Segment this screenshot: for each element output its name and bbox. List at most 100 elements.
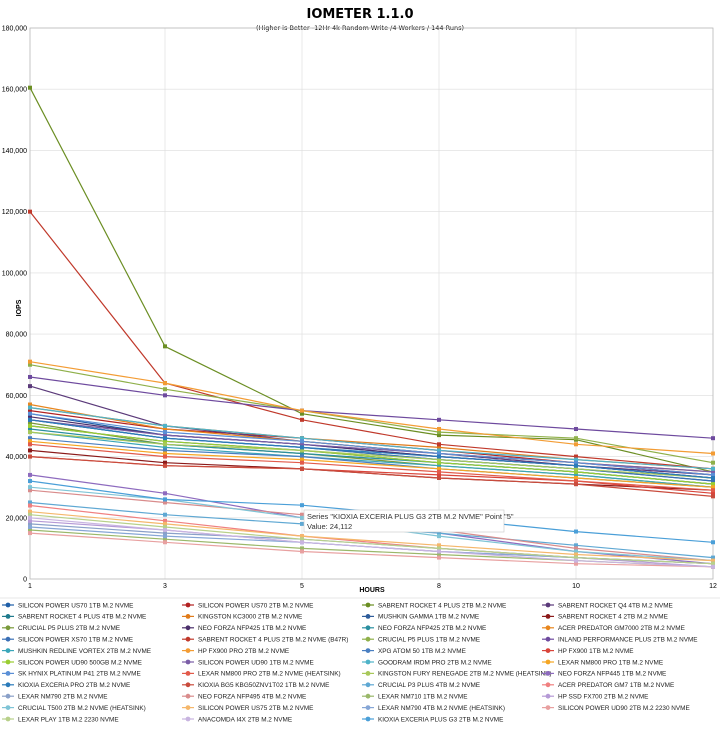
data-point bbox=[437, 472, 441, 477]
data-point bbox=[28, 531, 32, 536]
y-tick-label: 160,000 bbox=[2, 87, 27, 94]
legend-entry-label: SABRENT ROCKET 4 PLUS 2TB M.2 NVME (B47R… bbox=[198, 637, 348, 644]
data-point bbox=[711, 485, 715, 490]
legend-entry-label: LEXAR NM800 PRO 2TB M.2 NVME (HEATSINK) bbox=[198, 671, 341, 678]
data-point bbox=[28, 384, 32, 389]
data-point bbox=[437, 427, 441, 432]
legend-swatch-marker bbox=[365, 705, 371, 710]
data-point bbox=[28, 521, 32, 526]
data-point bbox=[711, 494, 715, 499]
legend-swatch-marker bbox=[5, 682, 11, 688]
data-point bbox=[711, 469, 715, 474]
data-point bbox=[28, 408, 32, 413]
data-point bbox=[28, 515, 32, 520]
data-point bbox=[437, 534, 441, 539]
y-tick-label: 120,000 bbox=[2, 209, 27, 216]
legend-swatch-marker bbox=[185, 648, 191, 653]
data-point bbox=[437, 417, 441, 422]
data-point bbox=[300, 445, 304, 450]
data-point bbox=[28, 512, 32, 517]
data-point bbox=[28, 374, 32, 379]
legend-swatch-marker bbox=[365, 625, 371, 631]
legend-swatch-marker bbox=[545, 602, 551, 608]
data-point bbox=[437, 445, 441, 450]
data-point bbox=[437, 475, 441, 480]
data-point bbox=[28, 448, 32, 453]
series-line bbox=[29, 440, 714, 488]
data-point bbox=[163, 433, 167, 438]
data-point bbox=[300, 454, 304, 459]
legend-entry-label: LEXAR PLAY 1TB M.2 2230 NVME bbox=[18, 716, 119, 723]
data-point bbox=[574, 463, 578, 468]
data-point bbox=[437, 531, 441, 536]
legend-entry-label: INLAND PERFORMANCE PLUS 2TB M.2 NVME bbox=[558, 637, 698, 644]
data-point bbox=[437, 463, 441, 468]
data-point bbox=[711, 540, 715, 545]
data-point bbox=[163, 423, 167, 428]
legend-swatch-marker bbox=[365, 716, 371, 722]
y-tick-label: 20,000 bbox=[6, 515, 28, 522]
data-point bbox=[163, 512, 167, 517]
legend-entry-label: SILICON POWER US70 2TB M.2 NVME bbox=[198, 602, 313, 609]
data-point bbox=[711, 564, 715, 569]
data-point bbox=[28, 485, 32, 490]
data-point bbox=[711, 460, 715, 465]
data-point bbox=[574, 552, 578, 557]
data-point bbox=[163, 463, 167, 468]
x-tick-label: 8 bbox=[437, 583, 441, 590]
data-point bbox=[574, 549, 578, 554]
series-line bbox=[29, 431, 714, 479]
series-line bbox=[29, 431, 714, 488]
data-point bbox=[574, 482, 578, 487]
data-point bbox=[163, 540, 167, 545]
legend-swatch-marker bbox=[185, 625, 191, 631]
legend-entry-label: SABRENT ROCKET Q4 4TB M.2 NVME bbox=[558, 602, 673, 609]
data-point bbox=[574, 466, 578, 471]
legend-entry-label: CRUCIAL P5 PLUS 1TB M.2 NVME bbox=[378, 637, 480, 644]
data-point bbox=[300, 451, 304, 456]
legend-swatch-marker bbox=[185, 716, 191, 722]
legend-swatch-marker bbox=[5, 602, 11, 608]
legend-swatch-marker bbox=[545, 659, 551, 665]
data-point bbox=[300, 537, 304, 542]
series-line bbox=[29, 511, 714, 562]
data-point bbox=[28, 417, 32, 422]
data-point bbox=[28, 414, 32, 419]
data-point bbox=[300, 466, 304, 471]
series-line bbox=[29, 364, 714, 464]
data-point bbox=[711, 475, 715, 480]
y-tick-label: 100,000 bbox=[2, 270, 27, 277]
legend-swatch-marker bbox=[5, 625, 11, 631]
data-point bbox=[163, 500, 167, 505]
data-point bbox=[437, 433, 441, 438]
data-point bbox=[574, 555, 578, 560]
data-point bbox=[28, 509, 32, 514]
data-point bbox=[574, 529, 578, 534]
legend-entry-label: NEO FORZA NFP425 1TB M.2 NVME bbox=[198, 625, 306, 632]
data-tooltip: Series "KIOXIA EXCERIA PLUS G3 2TB M.2 N… bbox=[303, 509, 514, 533]
y-tick-label: 60,000 bbox=[6, 393, 28, 400]
data-point bbox=[28, 85, 32, 90]
data-point bbox=[28, 503, 32, 508]
x-tick-label: 12 bbox=[709, 583, 717, 590]
legend-swatch-marker bbox=[5, 636, 11, 642]
data-point bbox=[711, 558, 715, 563]
data-point bbox=[28, 359, 32, 364]
data-point bbox=[437, 454, 441, 459]
legend-swatch-marker bbox=[545, 671, 551, 676]
chart-title: IOMETER 1.1.0 bbox=[306, 7, 413, 22]
legend-swatch-marker bbox=[5, 705, 11, 710]
data-point bbox=[28, 500, 32, 505]
legend-entry-label: SILICON POWER US70 1TB M.2 NVME bbox=[18, 602, 133, 609]
legend-entry-label: HP FX900 PRO 2TB M.2 NVME bbox=[198, 648, 289, 655]
data-point bbox=[300, 534, 304, 539]
data-point bbox=[574, 475, 578, 480]
data-point bbox=[300, 546, 304, 551]
data-point bbox=[574, 543, 578, 548]
legend-swatch-marker bbox=[545, 636, 551, 642]
data-point bbox=[711, 555, 715, 560]
data-point bbox=[163, 445, 167, 450]
legend-entry-label: SABRENT ROCKET 4 2TB M.2 NVME bbox=[558, 614, 668, 621]
data-point bbox=[28, 420, 32, 425]
series-line bbox=[29, 413, 714, 476]
